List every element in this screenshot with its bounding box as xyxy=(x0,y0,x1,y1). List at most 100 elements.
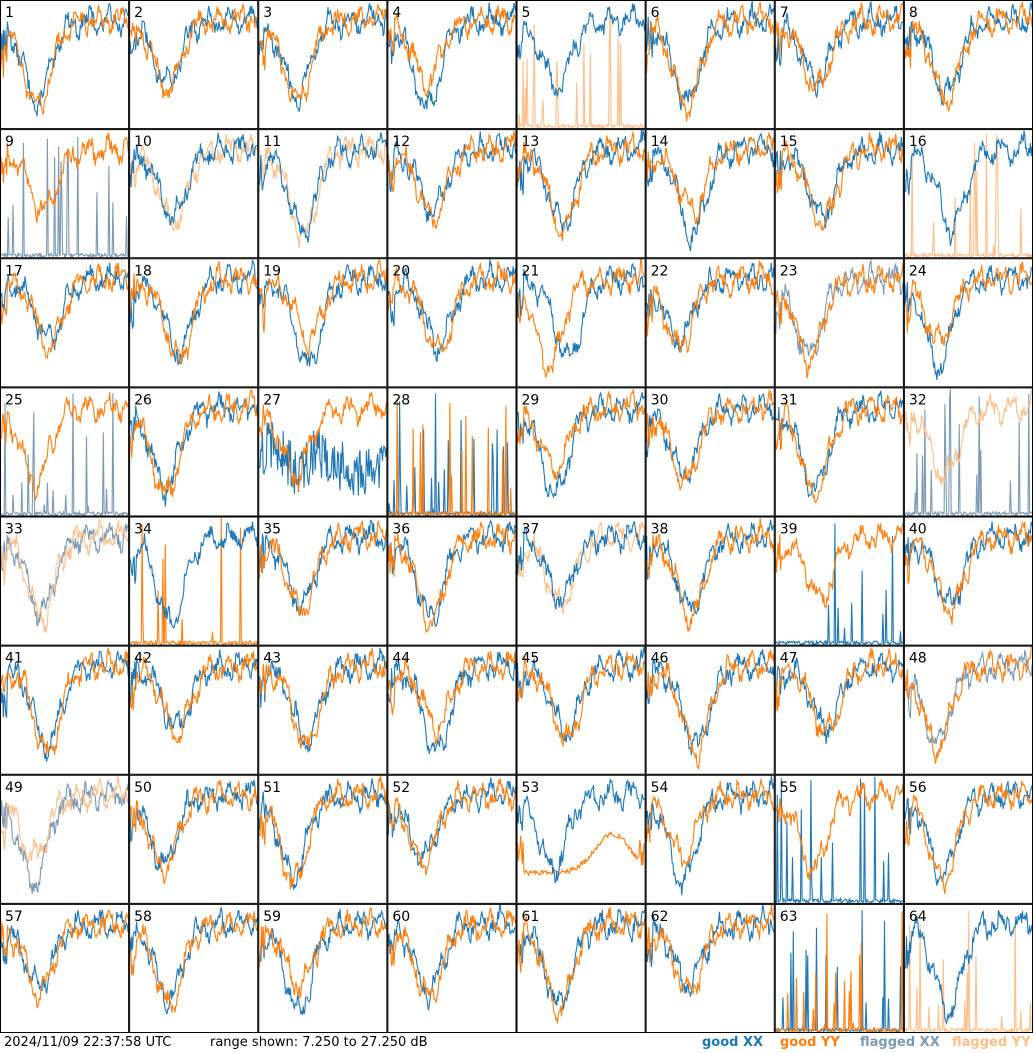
panel-46: 46 xyxy=(645,645,775,775)
legend-flagged-xx: flagged XX xyxy=(860,1035,940,1050)
panel-52: 52 xyxy=(387,774,517,904)
series-yy-good-30 xyxy=(646,389,775,491)
panel-label-28: 28 xyxy=(392,392,410,408)
series-yy-good-22 xyxy=(646,260,775,354)
panel-frame-31 xyxy=(774,387,904,517)
series-xx-flagged-33 xyxy=(0,522,129,627)
series-yy-good-58 xyxy=(129,911,258,1013)
series-yy-good-21 xyxy=(516,258,646,379)
panel-62: 62 xyxy=(645,903,775,1033)
panel-label-55: 55 xyxy=(780,780,798,796)
panel-label-40: 40 xyxy=(909,522,927,538)
panel-frame-46 xyxy=(645,645,775,775)
panel-57: 57 xyxy=(0,903,130,1033)
series-yy-good-8 xyxy=(904,1,1033,113)
series-xx-good-16 xyxy=(904,130,1033,247)
series-yy-good-23 xyxy=(775,262,904,379)
series-yy-good-48 xyxy=(904,646,1032,764)
series-yy-good-42 xyxy=(129,651,258,744)
panel-frame-3 xyxy=(258,0,388,130)
series-yy-good-51 xyxy=(258,775,387,890)
panel-25: 25 xyxy=(0,387,130,518)
panel-28: 28 xyxy=(387,387,517,518)
series-xx-good-56 xyxy=(904,780,1033,886)
panel-22: 22 xyxy=(645,258,775,388)
series-yy-good-52 xyxy=(387,778,517,876)
series-yy-good-57 xyxy=(0,909,129,1009)
panel-label-12: 12 xyxy=(392,134,410,150)
panel-label-15: 15 xyxy=(780,134,798,150)
panel-label-19: 19 xyxy=(263,263,281,279)
panel-frame-4 xyxy=(387,0,517,130)
panel-12: 12 xyxy=(387,129,517,259)
panel-label-24: 24 xyxy=(909,263,927,279)
series-xx-good-39 xyxy=(775,523,904,647)
series-yy-good-7 xyxy=(775,2,904,92)
panel-frame-52 xyxy=(387,774,517,904)
panel-frame-10 xyxy=(129,129,259,259)
series-yy-good-12 xyxy=(387,130,517,229)
panel-label-10: 10 xyxy=(134,134,152,150)
panel-label-23: 23 xyxy=(780,263,798,279)
panel-8: 8 xyxy=(903,0,1033,130)
series-xx-good-17 xyxy=(0,262,129,351)
panel-11: 11 xyxy=(258,129,388,259)
panel-label-7: 7 xyxy=(780,5,789,21)
panel-frame-60 xyxy=(387,903,517,1033)
panel-label-20: 20 xyxy=(392,263,410,279)
series-yy-good-43 xyxy=(258,648,387,749)
series-yy-good-27 xyxy=(258,390,387,492)
panel-label-5: 5 xyxy=(522,5,531,21)
panel-48: 48 xyxy=(903,645,1033,775)
panel-frame-28 xyxy=(387,387,517,517)
panel-label-43: 43 xyxy=(263,651,281,667)
series-xx-good-61 xyxy=(516,908,646,1010)
panel-24: 24 xyxy=(903,258,1033,388)
series-yy-good-62 xyxy=(646,904,775,995)
panel-61: 61 xyxy=(516,903,646,1033)
series-yy-good-60 xyxy=(387,907,517,1003)
panel-frame-58 xyxy=(129,903,259,1033)
panel-label-48: 48 xyxy=(909,651,927,667)
panel-label-37: 37 xyxy=(522,522,540,538)
panel-label-41: 41 xyxy=(5,651,23,667)
panel-38: 38 xyxy=(645,516,775,646)
panel-label-62: 62 xyxy=(651,909,669,925)
panel-frame-21 xyxy=(516,258,646,388)
panel-35: 35 xyxy=(258,516,388,646)
series-yy-flagged-10 xyxy=(129,133,258,231)
panel-label-1: 1 xyxy=(5,5,14,21)
series-yy-good-17 xyxy=(0,262,129,360)
panel-frame-47 xyxy=(774,645,904,775)
panel-label-16: 16 xyxy=(909,134,927,150)
series-xx-good-5 xyxy=(516,3,646,97)
series-yy-good-63 xyxy=(775,911,904,1033)
series-yy-good-31 xyxy=(775,394,904,504)
series-yy-flagged-49 xyxy=(0,775,129,865)
panel-label-21: 21 xyxy=(522,263,540,279)
panel-frame-57 xyxy=(0,903,130,1033)
panel-27: 27 xyxy=(258,387,388,517)
panel-19: 19 xyxy=(258,258,388,388)
panel-frame-34 xyxy=(129,516,259,646)
panel-60: 60 xyxy=(387,902,517,1033)
range-text: range shown: 7.250 to 27.250 dB xyxy=(210,1035,428,1050)
panel-51: 51 xyxy=(258,774,388,904)
panel-label-53: 53 xyxy=(522,780,540,796)
panel-label-9: 9 xyxy=(5,134,14,150)
series-xx-good-3 xyxy=(258,3,387,112)
series-yy-good-38 xyxy=(646,517,775,632)
series-yy-good-13 xyxy=(516,131,646,241)
series-yy-good-61 xyxy=(516,906,646,1024)
series-yy-good-28 xyxy=(388,397,516,518)
panel-53: 53 xyxy=(516,774,646,904)
series-yy-good-46 xyxy=(646,648,775,770)
panel-2: 2 xyxy=(129,0,259,130)
panel-frame-41 xyxy=(0,645,130,775)
panel-frame-30 xyxy=(645,387,775,517)
panel-20: 20 xyxy=(387,258,517,388)
panel-frame-6 xyxy=(645,0,775,130)
series-yy-good-47 xyxy=(775,647,904,738)
panel-label-3: 3 xyxy=(263,5,272,21)
